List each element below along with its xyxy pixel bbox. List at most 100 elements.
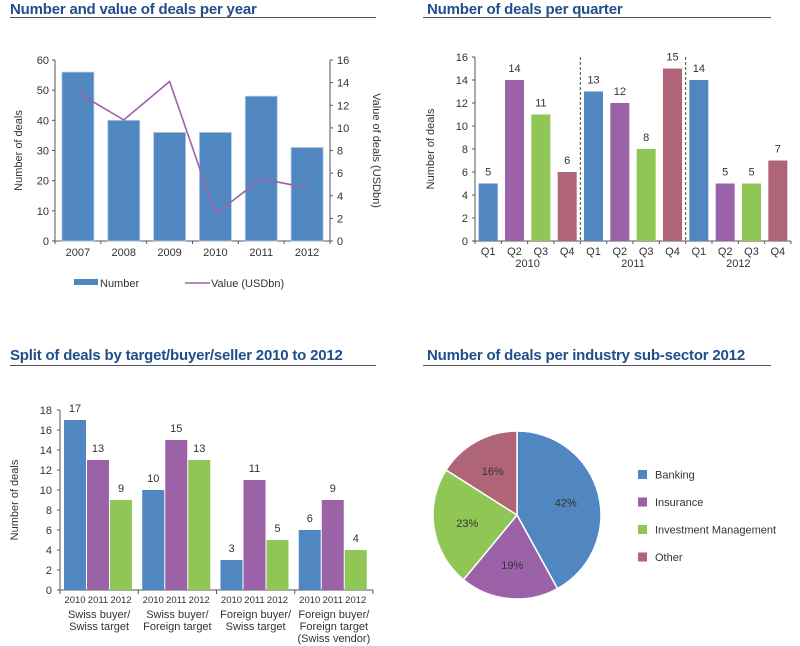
bar-group1-2011 bbox=[87, 460, 109, 590]
bar-2012-Q4 bbox=[768, 160, 788, 241]
x-tick-label: Q4 bbox=[770, 246, 785, 258]
y-tick-label: 12 bbox=[40, 465, 52, 477]
data-label: 9 bbox=[330, 483, 336, 495]
y2-tick-label: 2 bbox=[337, 213, 343, 225]
x-group-label: Foreign buyer/ bbox=[220, 609, 292, 621]
bar-2012-Q1 bbox=[689, 80, 709, 241]
data-label: 14 bbox=[693, 63, 705, 75]
y2-tick-label: 12 bbox=[337, 100, 349, 112]
y-tick-label: 10 bbox=[37, 206, 49, 218]
y-tick-label: 10 bbox=[456, 121, 468, 133]
x-year-label: 2012 bbox=[189, 595, 210, 606]
bar-group4-2010 bbox=[298, 530, 321, 590]
y2-tick-label: 8 bbox=[337, 146, 343, 158]
bar-number-2008 bbox=[107, 119, 141, 242]
legend-swatch-other bbox=[638, 552, 647, 562]
legend-swatch-number bbox=[74, 279, 98, 285]
x-group-label: Swiss target bbox=[226, 621, 286, 633]
pie-slice-insurance bbox=[462, 513, 559, 600]
data-label: 17 bbox=[69, 403, 81, 415]
x-year-label: 2010 bbox=[221, 595, 242, 606]
x-tick-label: Q2 bbox=[718, 246, 733, 258]
x-group-label: Swiss buyer/ bbox=[146, 609, 209, 621]
y-tick-label: 0 bbox=[46, 585, 52, 597]
y-tick-label: 8 bbox=[462, 144, 468, 156]
y-tick-label: 6 bbox=[46, 525, 52, 537]
data-label: 11 bbox=[535, 98, 546, 110]
bar-2011-Q2 bbox=[610, 103, 630, 241]
x-year-label: 2012 bbox=[345, 595, 366, 606]
y2-tick-label: 0 bbox=[337, 236, 343, 248]
y2-tick-label: 14 bbox=[337, 78, 349, 90]
y-axis-title: Number of deals bbox=[13, 110, 25, 191]
pie-label: 42% bbox=[555, 497, 577, 509]
x-tick-label: Q1 bbox=[481, 246, 496, 258]
chart-title: Number of deals per quarter bbox=[427, 1, 623, 18]
title-divider bbox=[423, 17, 771, 18]
x-year-label: 2010 bbox=[143, 595, 164, 606]
panel-split-by-target: Split of deals by target/buyer/seller 20… bbox=[9, 344, 376, 645]
bar-group3-2011 bbox=[243, 480, 266, 590]
data-label: 13 bbox=[92, 443, 104, 455]
x-year-label: 2012 bbox=[267, 595, 288, 606]
data-label: 14 bbox=[508, 63, 520, 75]
y-tick-label: 8 bbox=[46, 505, 52, 517]
y-tick-label: 10 bbox=[40, 485, 52, 497]
chart-title: Number of deals per industry sub-sector … bbox=[427, 347, 745, 364]
bar-group2-2010 bbox=[142, 490, 165, 590]
pie-label: 19% bbox=[501, 560, 523, 572]
y2-tick-label: 16 bbox=[337, 55, 349, 67]
legend-swatch-investment-management bbox=[638, 525, 647, 534]
bar-2010-Q1 bbox=[478, 183, 498, 241]
x-tick-label: 2007 bbox=[66, 247, 90, 259]
legend-label: Other bbox=[655, 552, 683, 564]
bar-group4-2011 bbox=[321, 500, 344, 590]
panel-deals-per-subsector: Number of deals per industry sub-sector … bbox=[423, 344, 793, 644]
x-tick-label: Q1 bbox=[586, 246, 601, 258]
bar-group1-2010 bbox=[64, 420, 86, 590]
y2-tick-label: 4 bbox=[337, 191, 343, 203]
x-group-label: Foreign target bbox=[143, 621, 211, 633]
data-label: 6 bbox=[564, 155, 570, 167]
bar-2012-Q2 bbox=[715, 183, 735, 241]
legend-swatch-banking bbox=[638, 470, 647, 479]
bar-group2-2012 bbox=[188, 460, 211, 590]
data-label: 5 bbox=[722, 167, 728, 179]
x-tick-label: Q2 bbox=[507, 246, 522, 258]
x-tick-label: Q3 bbox=[639, 246, 654, 258]
bar-group3-2012 bbox=[266, 540, 289, 590]
y-tick-label: 14 bbox=[456, 75, 468, 87]
y-tick-label: 0 bbox=[43, 236, 49, 248]
data-label: 5 bbox=[485, 167, 491, 179]
y-tick-label: 40 bbox=[37, 115, 49, 127]
legend-label: Banking bbox=[655, 470, 695, 482]
bar-group2-2011 bbox=[165, 440, 188, 590]
x-tick-label: Q1 bbox=[691, 246, 706, 258]
data-label: 15 bbox=[170, 423, 182, 435]
x-tick-label: 2011 bbox=[249, 247, 273, 259]
pie-label: 16% bbox=[482, 466, 504, 478]
y-tick-label: 2 bbox=[462, 213, 468, 225]
data-label: 10 bbox=[147, 473, 159, 485]
title-divider bbox=[10, 365, 376, 366]
bar-number-2009 bbox=[153, 131, 186, 242]
bar-2011-Q1 bbox=[584, 91, 603, 241]
y2-tick-label: 6 bbox=[337, 168, 343, 180]
bar-2010-Q4 bbox=[557, 172, 577, 241]
x-group-label: Swiss buyer/ bbox=[68, 609, 131, 621]
bar-group4-2012 bbox=[344, 550, 367, 590]
bar-2010-Q3 bbox=[531, 114, 551, 241]
y-tick-label: 18 bbox=[40, 405, 52, 417]
bar-2010-Q2 bbox=[505, 80, 524, 241]
x-year-label: 2011 bbox=[323, 595, 343, 606]
x-tick-label: 2008 bbox=[112, 247, 136, 259]
data-label: 6 bbox=[307, 513, 313, 525]
bar-number-2010 bbox=[199, 131, 232, 242]
chart-deals-per-quarter: 0 2 4 6 8 10 12 14 16 5 Q1 14 Q2 11 Q3 6 Q4 13 Q1 12 Q2 8 Q3 15… bbox=[425, 52, 792, 270]
data-label: 12 bbox=[614, 86, 626, 98]
y-tick-label: 6 bbox=[462, 167, 468, 179]
y2-tick-label: 10 bbox=[337, 123, 349, 135]
x-group-label: 2010 bbox=[515, 258, 539, 270]
x-year-label: 2011 bbox=[244, 595, 264, 606]
y-tick-label: 2 bbox=[46, 565, 52, 577]
